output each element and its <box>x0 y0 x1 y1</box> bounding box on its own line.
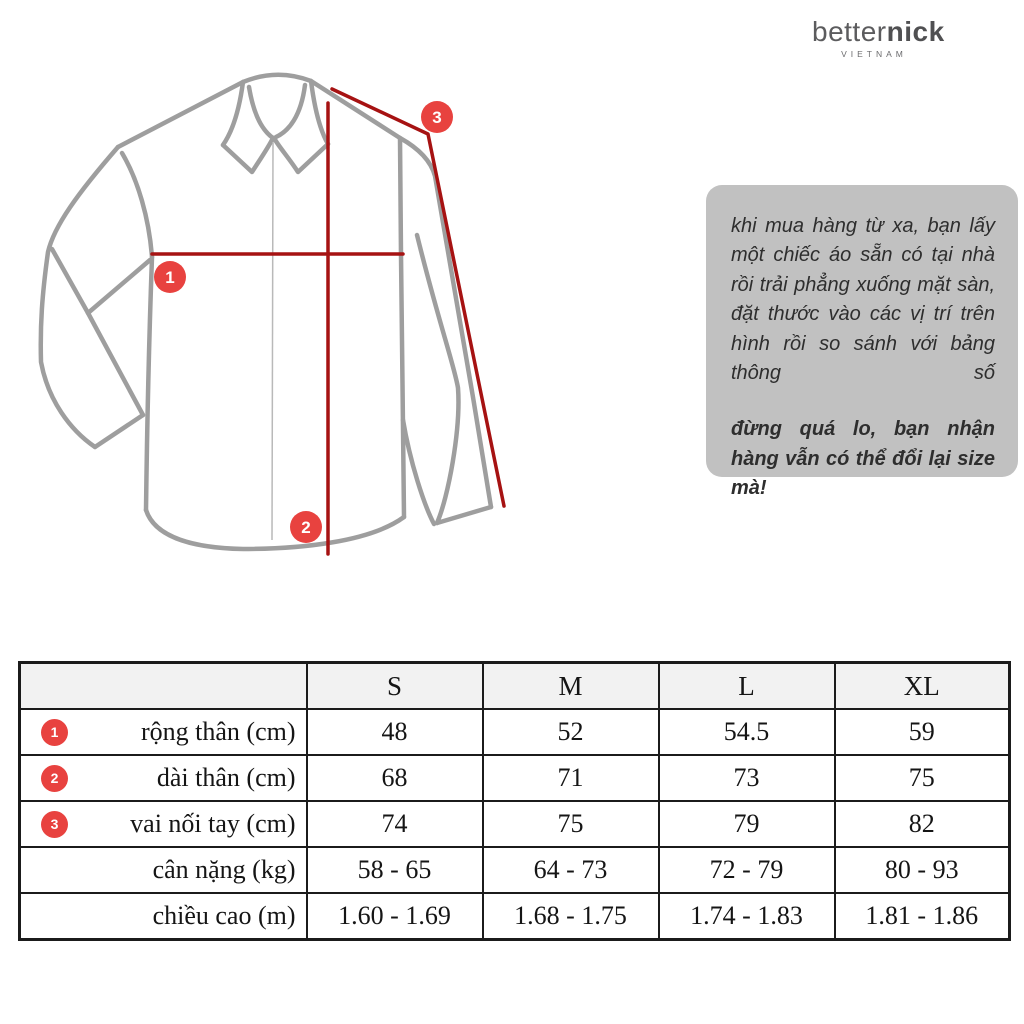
collar-top <box>240 72 314 85</box>
sleeve-left-cuff <box>92 412 146 450</box>
measurement-lines <box>150 87 506 556</box>
size-column-header-m: M <box>481 661 660 710</box>
brand-logo: betternick VIETNAM <box>812 16 944 59</box>
row-marker-badge-1: 1 <box>41 718 68 746</box>
cell-value: 73 <box>657 754 836 802</box>
sleeve-left-fold <box>49 246 91 316</box>
cell-value: 82 <box>833 800 1011 848</box>
cell-value: 1.74 - 1.83 <box>657 892 836 941</box>
cell-value: 71 <box>481 754 660 802</box>
instruction-paragraph: khi mua hàng từ xa, bạn lấy một chiếc áo… <box>731 215 995 384</box>
brand-wordmark: betternick <box>812 16 944 48</box>
row-label: vai nối tay (cm) <box>130 809 296 838</box>
collar-right-wing <box>271 135 331 175</box>
sleeve-right-inner <box>414 232 461 526</box>
size-table: S M L XL 1 rộng thân (cm) 48 52 54.5 59 <box>18 661 1011 941</box>
table-row-sleeve: 3 vai nối tay (cm) 74 75 79 82 <box>18 800 1011 848</box>
cell-value: 79 <box>657 800 836 848</box>
sleeve-left-underarm <box>85 257 153 316</box>
cell-value: 52 <box>481 708 660 756</box>
sleeve-right-underarm <box>400 417 437 527</box>
cell-value: 72 - 79 <box>657 846 836 894</box>
sleeve-left-inner <box>85 310 146 418</box>
size-column-header-s: S <box>305 661 484 710</box>
shoulder-right <box>308 78 403 141</box>
brand-subtitle: VIETNAM <box>841 49 907 59</box>
cell-value: 58 - 65 <box>305 846 484 894</box>
size-table-header-row: S M L XL <box>18 661 1011 710</box>
cell-value: 1.60 - 1.69 <box>305 892 484 941</box>
size-table-corner-cell <box>18 661 308 710</box>
row-label-cell: chiều cao (m) <box>18 892 308 941</box>
measure-line-sleeve <box>330 87 506 508</box>
armhole-left <box>119 150 155 260</box>
cell-value: 48 <box>305 708 484 756</box>
table-row-height: chiều cao (m) 1.60 - 1.69 1.68 - 1.75 1.… <box>18 892 1011 941</box>
row-label-cell: 1 rộng thân (cm) <box>18 708 308 756</box>
cell-value: 54.5 <box>657 708 836 756</box>
sleeve-right-cuff <box>434 504 494 526</box>
cell-value: 1.81 - 1.86 <box>833 892 1011 941</box>
row-marker-badge-3: 3 <box>41 810 68 838</box>
cell-value: 64 - 73 <box>481 846 660 894</box>
row-label-cell: 2 dài thân (cm) <box>18 754 308 802</box>
row-label-cell: cân nặng (kg) <box>18 846 308 894</box>
body-left-edge <box>143 254 155 513</box>
row-label: dài thân (cm) <box>156 763 296 792</box>
shirt-outline <box>38 72 494 552</box>
measurement-marker-2: 2 <box>290 511 322 543</box>
instruction-box: khi mua hàng từ xa, bạn lấy một chiếc áo… <box>706 185 1018 499</box>
placket-line <box>271 141 274 541</box>
cell-value: 59 <box>833 708 1011 756</box>
row-marker-badge-2: 2 <box>41 764 68 792</box>
sleeve-left-outer <box>38 144 121 450</box>
measurement-marker-1: 1 <box>154 261 186 293</box>
neckline-right <box>273 82 308 140</box>
row-label: rộng thân (cm) <box>140 717 296 746</box>
row-label: chiều cao (m) <box>152 901 296 930</box>
brand-name-light: better <box>812 16 887 47</box>
collar-right-outer <box>308 78 331 147</box>
collar-left-wing <box>220 135 276 175</box>
brand-name-bold: nick <box>886 16 945 47</box>
sleeve-right-outer <box>397 135 494 510</box>
cell-value: 75 <box>833 754 1011 802</box>
collar-left-outer <box>220 79 246 148</box>
table-row-body-width: 1 rộng thân (cm) 48 52 54.5 59 <box>18 708 1011 756</box>
instruction-note: đừng quá lo, bạn nhận hàng vẫn có thể đổ… <box>731 418 995 500</box>
measurement-marker-3: 3 <box>421 101 453 133</box>
cell-value: 80 - 93 <box>833 846 1011 894</box>
size-column-header-xl: XL <box>833 661 1011 710</box>
cell-value: 75 <box>481 800 660 848</box>
cell-value: 68 <box>305 754 484 802</box>
row-label-cell: 3 vai nối tay (cm) <box>18 800 308 848</box>
neckline-left <box>246 84 276 141</box>
shoulder-left <box>115 79 246 150</box>
body-right-edge <box>397 135 407 520</box>
cell-value: 74 <box>305 800 484 848</box>
cell-value: 1.68 - 1.75 <box>481 892 660 941</box>
body-hem <box>143 507 407 552</box>
row-label: cân nặng (kg) <box>152 855 296 884</box>
size-column-header-l: L <box>657 661 836 710</box>
table-row-weight: cân nặng (kg) 58 - 65 64 - 73 72 - 79 80… <box>18 846 1011 894</box>
table-row-body-length: 2 dài thân (cm) 68 71 73 75 <box>18 754 1011 802</box>
